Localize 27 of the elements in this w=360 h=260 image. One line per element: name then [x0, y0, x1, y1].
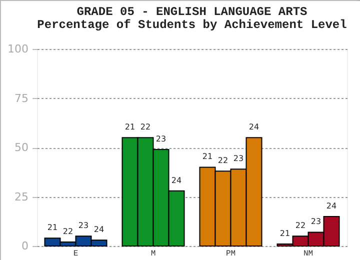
- x-tick-label: PM: [226, 250, 236, 258]
- text: 23: [233, 154, 244, 164]
- text: 23: [156, 134, 166, 144]
- text: 21: [202, 152, 213, 162]
- y-tick-label: 0: [22, 240, 28, 252]
- chart-title: GRADE 05 - ENGLISH LANGUAGE ARTS: [76, 5, 308, 19]
- y-tick-label: 75: [14, 92, 28, 105]
- series-label: 22: [62, 227, 74, 236]
- text: 23: [310, 217, 322, 226]
- series-label: 24: [94, 225, 104, 234]
- text: 22: [218, 156, 228, 166]
- y-tick-label: 100: [8, 42, 28, 56]
- text: 24: [326, 201, 337, 210]
- x-tick-label: M: [150, 250, 156, 258]
- chart-subtitle: Percentage of Students by Achievement Level: [37, 18, 347, 32]
- text: 21: [280, 229, 290, 238]
- text: 22: [295, 221, 306, 230]
- y-tick-label: 50: [14, 141, 28, 154]
- series-label: 23: [78, 221, 89, 230]
- text: 24: [248, 122, 260, 132]
- series-label: 21: [47, 223, 58, 232]
- y-tick-label: 25: [14, 190, 28, 204]
- text: 24: [171, 176, 182, 185]
- text: 22: [140, 122, 151, 132]
- text: 21: [124, 122, 136, 132]
- x-tick-label: E: [73, 250, 78, 258]
- x-tick-label: NM: [303, 250, 314, 258]
